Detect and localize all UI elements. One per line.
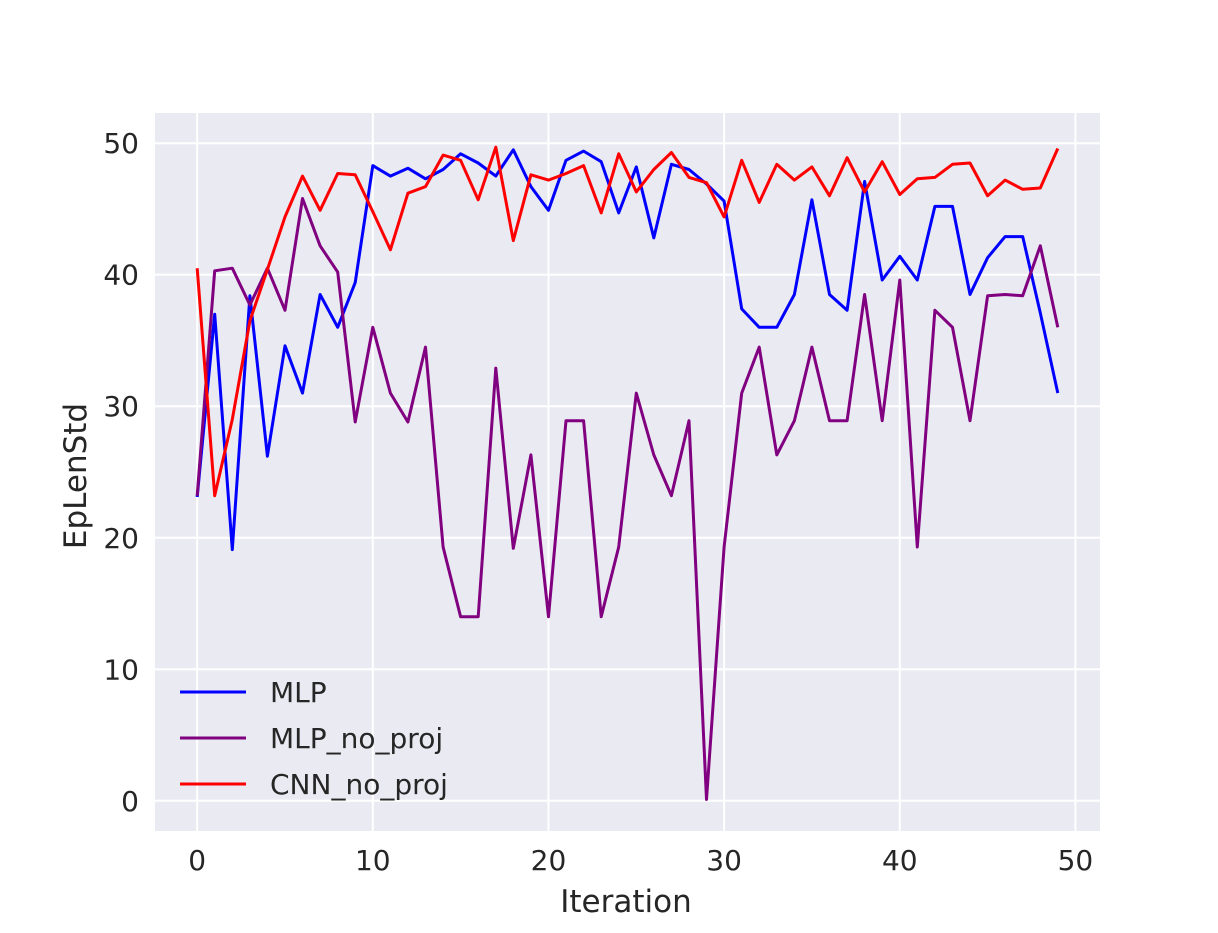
x-tick-label: 30 bbox=[706, 844, 742, 877]
series-line-cnn-no-proj bbox=[195, 145, 1060, 498]
series-lines bbox=[195, 145, 1060, 801]
x-tick-label: 50 bbox=[1058, 844, 1094, 877]
y-tick-label: 0 bbox=[121, 785, 139, 818]
y-tick-label: 40 bbox=[103, 259, 139, 292]
x-tick-label: 20 bbox=[531, 844, 567, 877]
legend-entry-label: MLP_no_proj bbox=[270, 722, 443, 755]
series-line-mlp bbox=[195, 148, 1060, 552]
y-axis-label: EpLenStd bbox=[58, 403, 94, 549]
x-tick-label: 40 bbox=[882, 844, 918, 877]
x-tick-label: 0 bbox=[188, 844, 206, 877]
legend-entry-label: CNN_no_proj bbox=[270, 768, 448, 801]
y-tick-label: 10 bbox=[103, 653, 139, 686]
x-axis-ticks: 0 10 20 30 40 50 bbox=[188, 844, 1093, 877]
series-line-mlp-no-proj bbox=[195, 197, 1060, 801]
y-tick-label: 20 bbox=[103, 522, 139, 555]
legend: MLP MLP_no_proj CNN_no_proj bbox=[180, 676, 448, 801]
y-axis-ticks: 0 10 20 30 40 50 bbox=[103, 127, 139, 818]
legend-entry-label: MLP bbox=[270, 676, 327, 709]
y-tick-label: 30 bbox=[103, 390, 139, 423]
grid bbox=[155, 113, 1100, 831]
x-axis-label: Iteration bbox=[560, 884, 692, 920]
y-tick-label: 50 bbox=[103, 127, 139, 160]
x-tick-label: 10 bbox=[355, 844, 391, 877]
